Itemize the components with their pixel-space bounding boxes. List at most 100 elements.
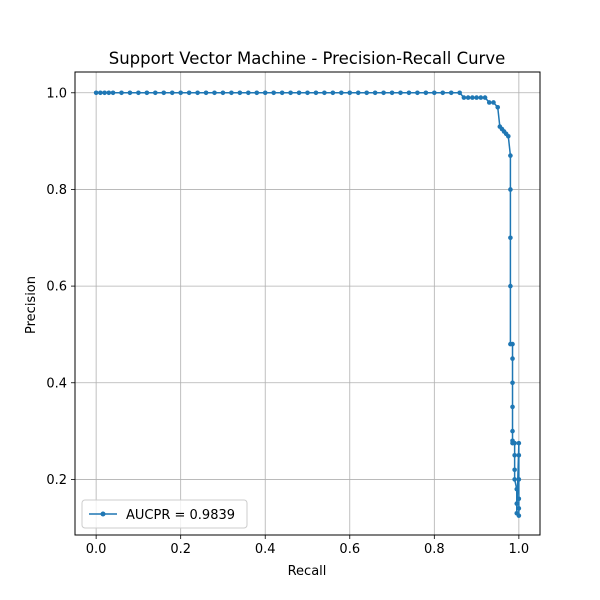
legend-entry-label: AUCPR = 0.9839 — [126, 508, 235, 523]
series-point — [457, 90, 462, 96]
series-point — [406, 90, 412, 96]
x-tick-label: 0.2 — [170, 542, 191, 557]
series-point — [161, 90, 167, 96]
series-point — [322, 90, 327, 96]
series-point — [169, 90, 175, 96]
series-point — [508, 283, 513, 289]
ticks: 0.0 0.2 0.4 0.6 0.8 1.0 0.2 0.4 0.6 0.8 1.0 — [46, 86, 529, 557]
series-point — [512, 477, 517, 482]
x-tick-label: 0.6 — [339, 542, 360, 557]
series-point — [415, 90, 420, 96]
series-point — [510, 428, 515, 434]
series-point — [512, 440, 517, 446]
series-point — [144, 90, 150, 96]
series-point — [313, 90, 319, 96]
series-point — [516, 496, 522, 502]
series-point — [506, 133, 511, 139]
series-point — [516, 440, 522, 446]
series-point — [106, 90, 112, 96]
series-point — [448, 90, 454, 96]
series-layer — [93, 90, 522, 518]
series-point — [220, 90, 226, 96]
series-point — [495, 104, 501, 110]
series-point — [440, 90, 446, 96]
series-point — [136, 90, 141, 96]
series-point — [203, 90, 209, 96]
series-point — [516, 513, 522, 518]
legend-marker-swatch — [100, 511, 106, 517]
series-point — [195, 90, 200, 96]
series-point — [288, 90, 293, 96]
series-point — [330, 90, 336, 96]
y-tick-label: 0.6 — [46, 280, 67, 295]
series-point — [178, 90, 183, 96]
series-point — [237, 90, 243, 96]
series-point — [347, 90, 353, 96]
series-point — [398, 90, 403, 96]
series-point — [102, 90, 107, 96]
series-point — [514, 501, 520, 506]
series-point — [305, 90, 310, 96]
series-point — [381, 90, 386, 96]
series-point — [510, 356, 515, 361]
series-point — [510, 404, 515, 410]
series-point — [486, 100, 492, 105]
series-point — [98, 90, 103, 96]
series-point — [512, 467, 517, 473]
y-tick-label: 0.2 — [46, 473, 67, 488]
series-point — [389, 90, 395, 96]
series-point — [423, 90, 429, 96]
series-point — [482, 95, 488, 100]
series-point — [279, 90, 285, 96]
series-point — [254, 90, 260, 96]
series-point — [229, 90, 234, 96]
series-point — [432, 90, 437, 96]
x-tick-label: 1.0 — [509, 542, 530, 557]
series-point — [246, 90, 251, 96]
series-point — [262, 90, 268, 96]
series-point — [93, 90, 99, 96]
series-point — [296, 90, 302, 96]
series-point — [212, 90, 217, 96]
legend-box — [81, 499, 248, 529]
series-point — [119, 90, 124, 96]
series-point — [110, 90, 116, 96]
series-point — [508, 153, 513, 158]
series-point — [186, 90, 192, 96]
series-point — [510, 380, 515, 386]
x-tick-label: 0.8 — [424, 542, 445, 557]
x-tick-label: 0.0 — [86, 542, 107, 557]
series-point — [153, 90, 158, 96]
series-point — [512, 452, 517, 458]
series-point — [465, 95, 471, 100]
series-point — [478, 95, 484, 100]
series-point — [514, 486, 520, 492]
series-point — [364, 90, 369, 96]
axes-frame — [74, 71, 541, 536]
series-point — [516, 506, 522, 511]
series-point — [461, 95, 467, 100]
legend: AUCPR = 0.9839 — [81, 499, 248, 529]
series-point — [127, 90, 133, 96]
series-point — [474, 95, 479, 100]
series-point — [508, 187, 513, 192]
series-point — [470, 95, 475, 100]
series-point — [339, 90, 344, 96]
series-point — [372, 90, 378, 96]
x-axis-label: Recall — [288, 564, 327, 579]
series-point — [508, 235, 513, 241]
y-tick-label: 0.8 — [46, 183, 67, 198]
chart-title: Support Vector Machine - Precision-Recal… — [109, 49, 506, 68]
series-point — [510, 341, 515, 347]
y-tick-label: 1.0 — [46, 86, 67, 101]
series-point — [355, 90, 361, 96]
series-point — [491, 100, 496, 105]
x-tick-label: 0.4 — [255, 542, 276, 557]
series-point — [516, 477, 522, 482]
series-point — [271, 90, 276, 96]
y-axis-label: Precision — [24, 276, 39, 334]
y-tick-label: 0.4 — [46, 376, 67, 391]
series-point — [516, 452, 522, 458]
